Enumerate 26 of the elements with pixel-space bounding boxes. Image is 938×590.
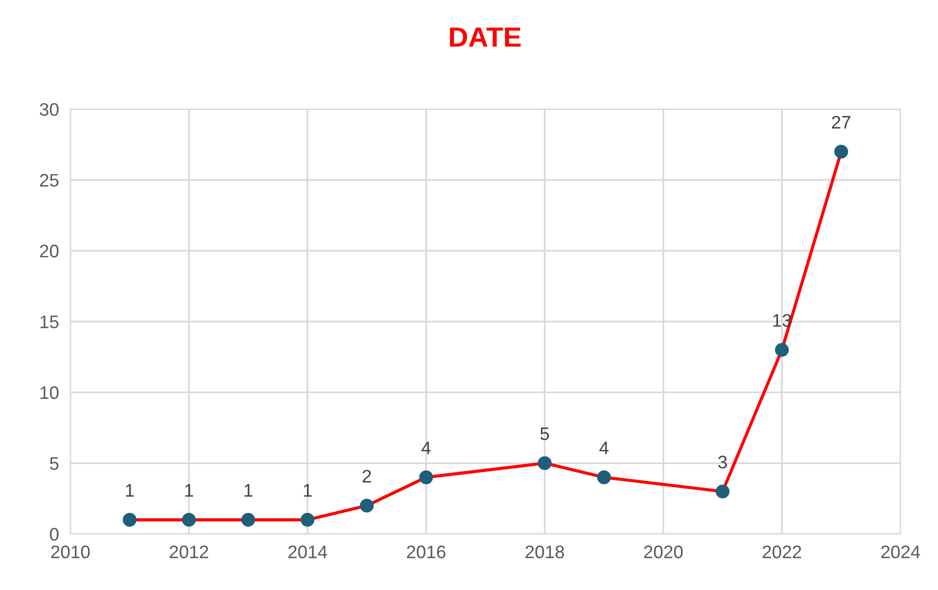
y-tick-label: 30 (40, 103, 59, 116)
y-tick-label: 10 (40, 386, 59, 400)
x-tick-label: 2016 (406, 546, 446, 558)
data-label: 1 (304, 484, 312, 497)
data-label: 3 (718, 456, 727, 468)
x-tick-label: 2012 (170, 546, 208, 558)
data-label: 2 (362, 470, 371, 482)
y-tick-label: 5 (50, 457, 58, 470)
x-tick-label: 2024 (881, 546, 920, 558)
x-tick-label: 2014 (288, 546, 328, 558)
data-label: 5 (540, 428, 549, 440)
y-tick-label: 25 (40, 174, 58, 187)
data-label: 27 (832, 116, 850, 128)
data-label: 4 (599, 442, 608, 454)
y-tick-label: 0 (50, 528, 59, 541)
data-label: 1 (244, 484, 252, 497)
data-label: 1 (126, 484, 134, 497)
x-tick-label: 2022 (762, 546, 802, 558)
x-tick-label: 2010 (51, 546, 90, 558)
data-label: 4 (422, 442, 431, 454)
x-tick-label: 2020 (644, 546, 683, 558)
x-tick-label: 2018 (526, 546, 564, 558)
chart-title: DATE (450, 28, 521, 47)
y-tick-label: 20 (40, 244, 59, 258)
y-tick-label: 15 (40, 316, 58, 328)
data-label: 1 (185, 484, 194, 497)
